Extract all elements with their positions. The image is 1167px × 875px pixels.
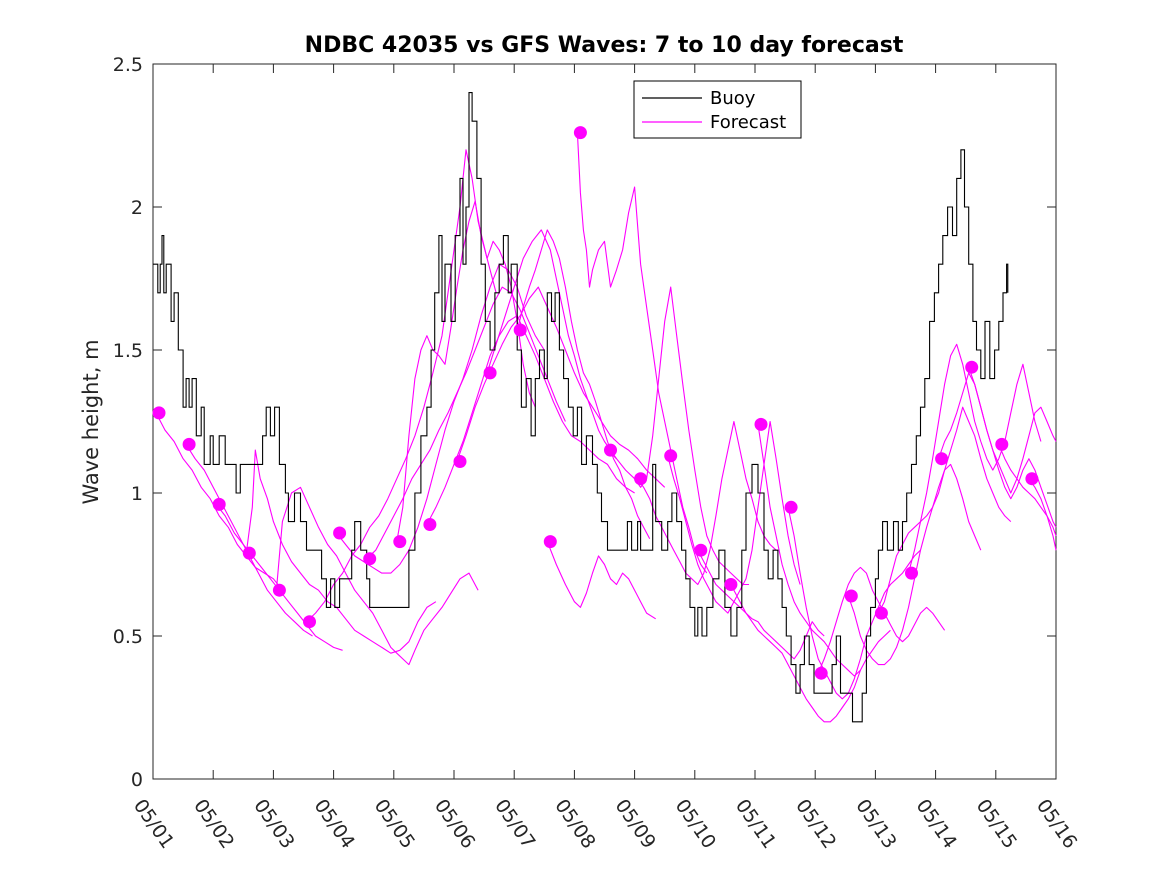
forecast-marker <box>182 437 196 451</box>
forecast-series-line <box>877 406 1012 614</box>
forecast-series-line <box>757 424 891 677</box>
forecast-marker <box>513 323 527 337</box>
forecast-series-line <box>155 412 283 591</box>
forecast-marker <box>694 543 708 557</box>
forecast-series-line <box>245 449 437 654</box>
forecast-marker <box>483 366 497 380</box>
forecast-marker <box>363 552 377 566</box>
forecast-marker <box>814 666 828 680</box>
plot-area: 00.511.522.505/01 05/02 05/03 05/04 05/05 05/… <box>113 54 1082 853</box>
forecast-series-line <box>968 367 1057 528</box>
forecast-marker <box>573 126 587 140</box>
forecast-marker <box>664 449 678 463</box>
forecast-marker <box>272 583 286 597</box>
forecast-marker <box>453 455 467 468</box>
forecast-marker <box>333 526 347 540</box>
buoy-series-line <box>153 92 1009 723</box>
forecast-marker <box>1025 472 1039 486</box>
forecast-series-line <box>727 584 861 723</box>
forecast-marker <box>784 500 798 514</box>
forecast-series-line <box>486 229 617 460</box>
forecast-series-line <box>366 286 566 560</box>
forecast-series-line <box>697 549 825 660</box>
forecast-marker <box>935 452 949 466</box>
forecast-series-line <box>787 507 921 700</box>
forecast-marker <box>905 566 918 580</box>
forecast-series-line <box>275 486 479 666</box>
forecast-marker <box>604 443 617 457</box>
forecast-marker <box>543 535 557 549</box>
forecast-series-line <box>306 149 497 623</box>
forecast-series-line <box>426 315 635 525</box>
forecast-series-line <box>998 444 1057 537</box>
forecast-series-line <box>336 263 545 574</box>
y-tick-label: 1.5 <box>113 340 143 362</box>
axes-box <box>152 63 1057 780</box>
forecast-marker <box>634 472 648 486</box>
legend-forecast-label: Forecast <box>710 112 786 133</box>
forecast-marker <box>393 535 407 549</box>
forecast-marker <box>303 615 316 629</box>
forecast-series-line <box>546 541 656 620</box>
forecast-marker <box>965 360 979 374</box>
forecast-marker <box>844 589 858 603</box>
y-axis-title: Wave height, m <box>79 339 103 504</box>
y-tick-label: 2.5 <box>113 54 143 76</box>
forecast-marker <box>874 606 888 620</box>
y-tick-label: 2 <box>131 197 143 219</box>
forecast-series-line <box>907 343 1042 574</box>
forecast-marker <box>423 518 437 531</box>
y-tick-label: 0.5 <box>113 626 143 648</box>
y-tick-label: 1 <box>131 483 143 505</box>
forecast-marker <box>212 497 226 511</box>
forecast-marker <box>724 578 738 591</box>
chart-title: NDBC 42035 vs GFS Waves: 7 to 10 day for… <box>305 33 904 58</box>
forecast-marker <box>995 437 1009 451</box>
forecast-series-line <box>576 132 708 574</box>
forecast-series-line <box>938 372 1057 494</box>
forecast-series-line <box>1028 478 1057 551</box>
forecast-marker <box>152 406 166 420</box>
forecast-series-line <box>637 420 777 586</box>
forecast-marker <box>242 546 256 560</box>
legend: Buoy Forecast <box>633 80 802 139</box>
legend-box <box>633 80 802 139</box>
legend-buoy-label: Buoy <box>710 88 756 109</box>
forecast-series-line <box>516 229 651 540</box>
y-tick-label: 0 <box>131 769 143 791</box>
forecast-marker <box>754 417 768 431</box>
